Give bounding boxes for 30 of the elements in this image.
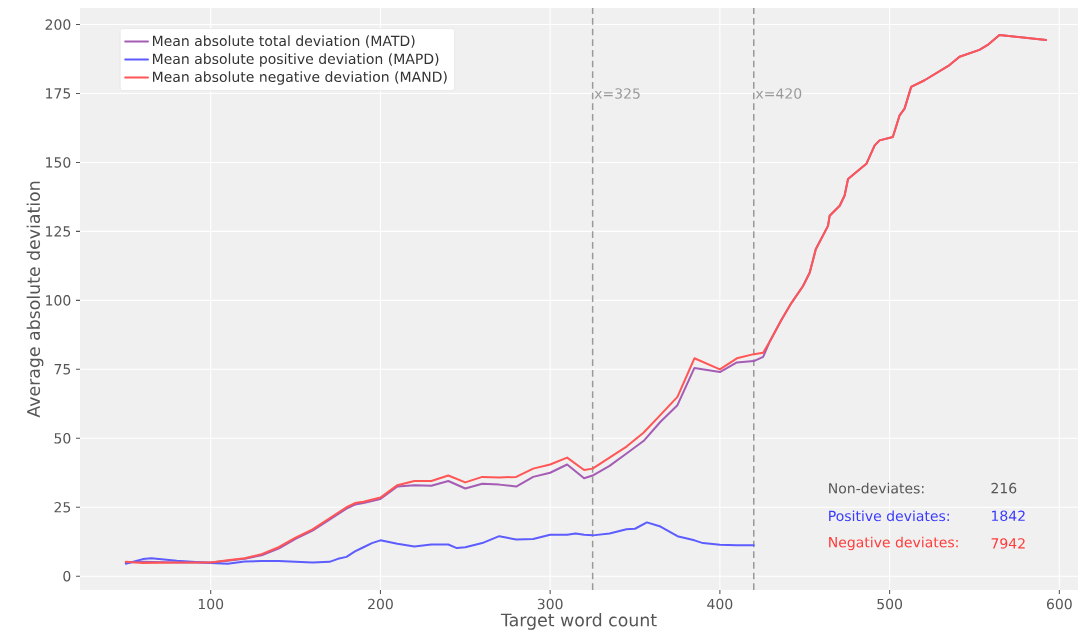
ref-line-label: x=420 [755, 88, 802, 99]
y-tick-label: 150 [46, 157, 71, 168]
x-axis-title: Target word count [500, 613, 657, 630]
y-tick-label: 100 [46, 295, 71, 306]
annotation: Negative deviates: [829, 536, 958, 551]
legend-label: Mean absolute positive deviation (MAPD) [153, 53, 439, 67]
y-tick-label: 25 [54, 501, 71, 513]
y-tick-label: 75 [54, 364, 71, 375]
x-tick-label: 400 [707, 598, 733, 610]
annotation: 1842 [991, 510, 1025, 522]
y-tick-label: 50 [54, 432, 71, 444]
annotation: 7942 [991, 538, 1025, 549]
x-tick-label: 100 [198, 598, 224, 610]
y-tick-label: 0 [63, 570, 71, 582]
annotation: Non-deviates: [829, 482, 924, 494]
y-tick-label: 175 [46, 88, 71, 99]
annotation: Positive deviates: [829, 510, 949, 522]
x-tick-label: 600 [1046, 598, 1072, 610]
x-tick-label: 200 [368, 598, 393, 610]
line-series [124, 34, 1048, 564]
x-tick-label: 300 [537, 598, 563, 610]
y-tick-label: 200 [45, 19, 71, 30]
legend-label: Mean absolute negative deviation (MAND) [153, 71, 447, 85]
y-tick-label: 125 [46, 226, 71, 237]
x-tick-label: 500 [877, 598, 903, 610]
ref-line-label: x=325 [594, 88, 640, 99]
y-axis-title: Average absolute deviation [26, 181, 44, 418]
line-series [124, 521, 755, 565]
annotation: 216 [991, 482, 1017, 494]
legend-label: Mean absolute total deviation (MATD) [153, 35, 415, 48]
